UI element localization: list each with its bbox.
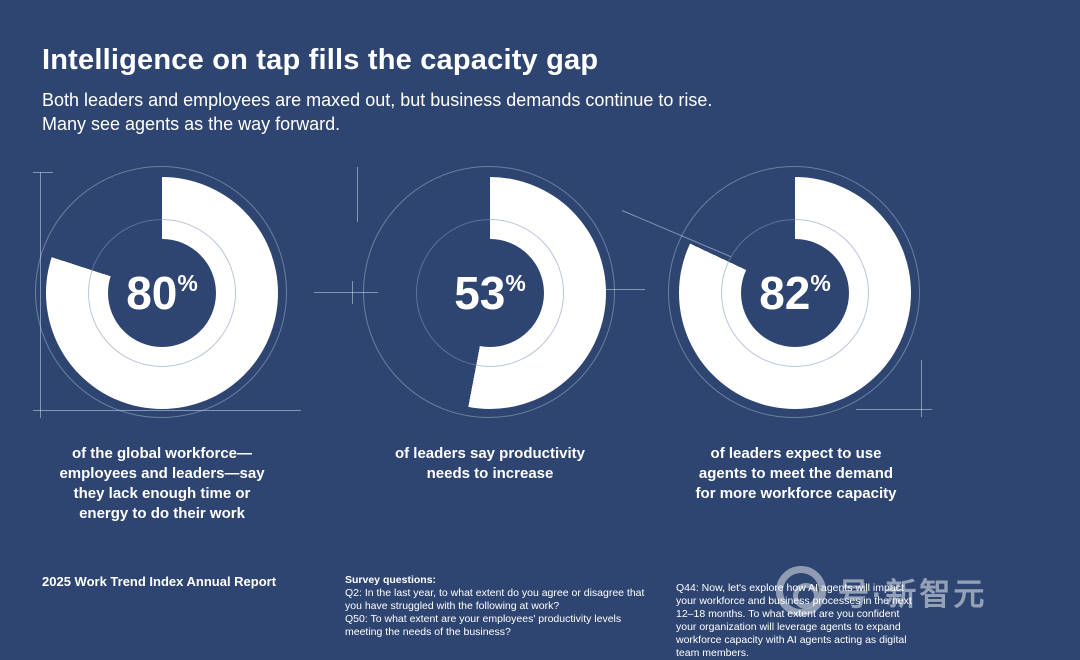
guide-line-horizontal (314, 292, 378, 293)
caption-line: of the global workforce— (71, 445, 252, 462)
chart-caption-workforce: of the global workforce— employees and l… (47, 444, 277, 524)
survey-question: Q50: To what extent are your employees' … (345, 613, 622, 638)
subtitle-line-2: Many see agents as the way forward. (42, 113, 341, 134)
donut-center: 80% (108, 239, 216, 347)
survey-note-q44: Q44: Now, let's explore how AI agents wi… (676, 582, 912, 659)
guide-line-vertical (352, 281, 353, 304)
caption-line: of leaders say productivity (394, 445, 586, 462)
guide-line-vertical (921, 360, 922, 417)
guide-circle (416, 219, 564, 367)
caption-line: agents to meet the demand (698, 465, 894, 482)
page-title: Intelligence on tap fills the capacity g… (42, 44, 599, 76)
caption-line: needs to increase (426, 465, 554, 482)
report-title: 2025 Work Trend Index Annual Report (42, 574, 277, 589)
donut-center: 82% (741, 239, 849, 347)
percent-label: 80% (126, 270, 198, 316)
donut-center: 53% (436, 239, 544, 347)
guide-circle (88, 219, 236, 367)
guide-circle (721, 219, 869, 367)
percent-sign: % (810, 270, 831, 296)
subtitle-line-1: Both leaders and employees are maxed out… (42, 90, 713, 110)
caption-line: of leaders expect to use (710, 445, 882, 462)
guide-line-horizontal (856, 409, 932, 410)
percent-value: 53 (454, 267, 506, 319)
percent-sign: % (505, 270, 526, 296)
donut-chart-agents: 82% (668, 166, 920, 418)
chart-caption-agents: of leaders expect to use agents to meet … (665, 444, 927, 504)
guide-circle (668, 166, 920, 418)
guide-circle (35, 166, 287, 418)
page-subtitle: Both leaders and employees are maxed out… (42, 89, 712, 136)
percent-value: 80 (126, 267, 178, 319)
caption-line: they lack enough time or (73, 485, 251, 502)
percent-label: 82% (759, 270, 831, 316)
guide-line-vertical (357, 167, 358, 222)
caption-line: employees and leaders—say (59, 465, 265, 482)
survey-heading: Survey questions: (345, 574, 437, 586)
caption-line: energy to do their work (79, 505, 245, 522)
guide-line-horizontal (33, 172, 53, 173)
percent-label: 53% (454, 270, 526, 316)
percent-value: 82 (759, 267, 811, 319)
caption-line: for more workforce capacity (695, 485, 897, 502)
guide-circle (363, 166, 615, 418)
chart-caption-productivity: of leaders say productivity needs to inc… (360, 444, 620, 484)
guide-line-horizontal (600, 289, 645, 290)
survey-questions: Survey questions: Q2: In the last year, … (345, 574, 650, 639)
percent-sign: % (177, 270, 198, 296)
donut-chart-productivity: 53% (363, 166, 615, 418)
donut-chart-workforce: 80% (35, 166, 287, 418)
survey-question: Q2: In the last year, to what extent do … (345, 587, 645, 612)
